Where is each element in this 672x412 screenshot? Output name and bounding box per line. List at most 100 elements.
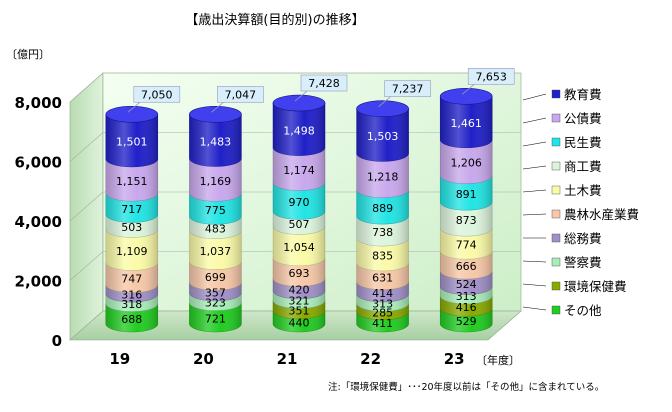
bar-top-cap: [356, 100, 409, 117]
bar-segment-shading: [105, 193, 158, 223]
data-label: 1,109: [116, 245, 148, 258]
bar-top-cap: [439, 88, 493, 105]
total-callout-leader: [378, 96, 391, 108]
total-label: 7,047: [225, 88, 257, 101]
data-label: 1,174: [283, 164, 315, 177]
legend-swatch: [551, 281, 561, 291]
legend-swatch: [551, 185, 561, 195]
bar-segment-shading: [356, 216, 409, 247]
legend-leader: [522, 117, 547, 124]
data-label: 1,461: [450, 117, 482, 130]
data-label: 693: [289, 267, 310, 280]
total-callouts: 7,050 7,047 7,428 7,237 7,653: [127, 68, 515, 113]
data-label: 1,169: [200, 175, 232, 188]
legend-swatch: [551, 89, 561, 99]
bar-segment-shading: [273, 310, 325, 332]
bar-segment-shading: [273, 300, 325, 319]
legend-swatch: [551, 257, 561, 267]
x-axis: 19 20 21 22 23: [109, 350, 464, 368]
total-callout-box: [133, 85, 181, 103]
data-label: 507: [289, 218, 310, 231]
y-tick-label: 4,000: [15, 213, 62, 231]
bar-segment-shading: [189, 216, 242, 239]
bar-segment-shading: [105, 114, 158, 167]
data-label: 1,151: [116, 175, 148, 188]
bar-segment-shading: [440, 308, 493, 332]
data-label: 318: [121, 298, 142, 311]
data-label: 440: [289, 316, 310, 329]
y-axis-unit-label: 〔億円〕: [6, 48, 50, 61]
data-label: 688: [121, 313, 142, 326]
bar-segment-shading: [105, 229, 158, 271]
data-label: 1,218: [367, 171, 399, 184]
legend-swatch: [551, 137, 561, 147]
data-label: 1,483: [200, 135, 232, 148]
bar-segment-shading: [105, 294, 158, 312]
bar-segment-shading: [356, 189, 409, 225]
bar-segment-shading: [273, 290, 325, 309]
legend-leader: [522, 165, 547, 170]
data-label: 699: [205, 271, 226, 284]
total-callout-leader: [294, 90, 308, 102]
total-label: 7,050: [141, 88, 173, 101]
legend-label: その他: [564, 303, 602, 318]
legend-label: 公債費: [564, 111, 602, 126]
x-tick-label: 22: [360, 350, 381, 368]
data-label: 351: [289, 305, 310, 318]
bar-top-cap: [272, 94, 326, 112]
bar-segment-shading: [189, 292, 242, 311]
gridline-side: [69, 310, 104, 341]
legend-label: 土木費: [564, 183, 602, 198]
legend-leader: [522, 213, 547, 216]
data-label: 483: [205, 222, 226, 235]
y-axis: 0 2,000 4,000 6,000 8,000: [15, 94, 62, 350]
bar-segment-shading: [356, 311, 409, 332]
data-label: 666: [456, 260, 477, 273]
data-label: 1,501: [116, 136, 148, 149]
data-label: 316: [121, 288, 142, 301]
total-callout-leader: [461, 84, 475, 95]
bar-segment-shading: [273, 226, 325, 266]
bar-segment-shading: [273, 278, 325, 299]
bar-segment-shading: [440, 139, 493, 184]
y-tick-label: 6,000: [15, 154, 62, 172]
legend-leader: [522, 93, 547, 101]
total-callout-box: [384, 80, 431, 97]
legend-swatch: [551, 233, 561, 243]
bar-segment-shading: [440, 202, 493, 237]
bar-segment-shading: [189, 114, 242, 167]
legend-swatch: [551, 209, 561, 219]
total-callout-box: [217, 86, 264, 103]
data-label: 323: [205, 297, 226, 310]
bar-segment-shading: [356, 293, 409, 312]
data-label: 321: [289, 295, 310, 308]
data-label: 1,206: [450, 157, 482, 170]
bar-segment-shading: [356, 281, 409, 302]
legend-label: 農林水産業費: [564, 207, 639, 222]
x-tick-label: 19: [109, 350, 130, 368]
total-label: 7,653: [475, 70, 507, 83]
bar-segment-shading: [105, 158, 158, 202]
x-axis-unit-label: 〔年度〕: [476, 353, 520, 367]
data-label: 717: [121, 203, 142, 216]
y-tick-label: 8,000: [15, 94, 62, 112]
legend-leader: [522, 306, 547, 311]
bar-segment-shading: [440, 96, 493, 148]
bar-segment-shading: [273, 182, 325, 220]
data-label: 1,498: [283, 124, 315, 137]
legend-leader: [522, 283, 547, 287]
data-label: 970: [289, 196, 310, 209]
data-label: 420: [289, 284, 310, 297]
data-label: 529: [456, 315, 477, 328]
data-label: 313: [372, 298, 393, 311]
legend-swatch: [551, 305, 561, 315]
legend-leader: [522, 189, 547, 193]
x-tick-label: 23: [444, 350, 465, 368]
bar-segment-shading: [273, 103, 325, 156]
bar-segment-shading: [440, 175, 493, 211]
bar-segment-shading: [273, 211, 325, 235]
value-labels: 6883183167471,1095037171,1511,5017213233…: [116, 117, 482, 330]
legend-label: 教育費: [564, 87, 602, 102]
